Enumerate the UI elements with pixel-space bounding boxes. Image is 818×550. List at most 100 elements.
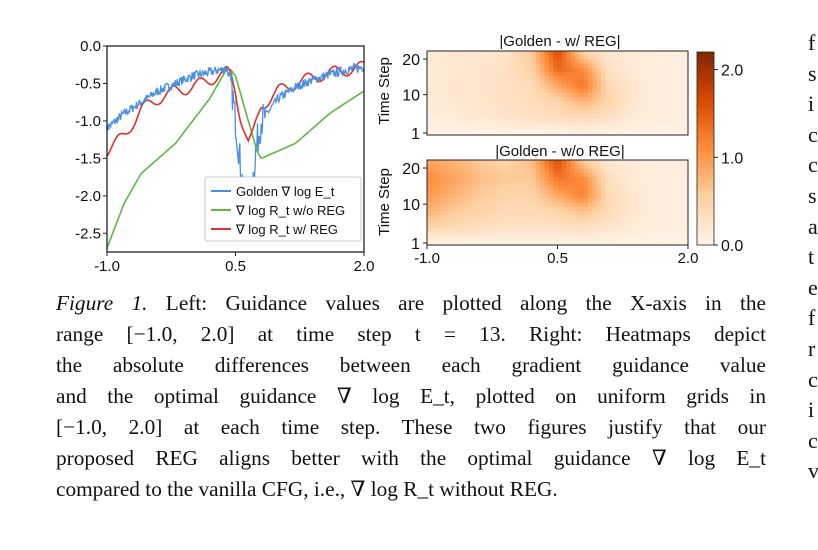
heatmap-cell: [583, 122, 589, 128]
heatmap-cell: [609, 109, 615, 115]
heatmap-cell: [579, 164, 585, 170]
heatmap-cell: [522, 84, 528, 90]
heatmap-cell: [453, 185, 459, 191]
heatmap-cell: [679, 160, 685, 165]
heatmap-cell: [527, 84, 532, 90]
heatmap-cell: [683, 236, 689, 242]
heatmap-cell: [570, 101, 576, 107]
heatmap-cell: [570, 97, 576, 102]
heatmap-cell: [579, 189, 585, 195]
heatmap-cell: [644, 72, 650, 77]
heatmap-cell: [466, 164, 472, 170]
heatmap-cell: [496, 223, 502, 229]
heatmap-cell: [461, 240, 467, 246]
heatmap-cell: [640, 160, 646, 165]
heatmap-cell: [561, 177, 567, 182]
heatmap-cell: [570, 206, 576, 212]
heatmap-cell: [440, 114, 445, 119]
heatmap-cell: [461, 105, 467, 111]
heatmap-cell: [427, 84, 432, 90]
heatmap-cell: [640, 164, 646, 170]
heatmap-cell: [461, 59, 467, 65]
heatmap-cell: [618, 55, 624, 60]
heatmap-cell: [640, 93, 646, 98]
heatmap-cell: [448, 160, 454, 165]
heatmap-cell: [444, 72, 450, 77]
heatmap-cell: [566, 55, 572, 60]
heatmap-cell: [553, 76, 559, 81]
heatmap-cell: [509, 122, 515, 128]
heatmap-cell: [466, 88, 472, 94]
heatmap-cell: [657, 76, 663, 81]
heatmap-cell: [431, 172, 437, 178]
heatmap-cell: [596, 63, 602, 69]
heatmap-cell: [561, 101, 567, 107]
heatmap-cell: [431, 55, 437, 60]
heatmap-cell: [448, 240, 454, 246]
heatmap-cell: [601, 55, 606, 60]
heatmap-cell: [496, 181, 502, 187]
heatmap-cell: [566, 105, 572, 111]
heatmap-cell: [640, 51, 646, 56]
heatmap-cell: [448, 202, 454, 208]
heatmap-cell: [500, 55, 506, 60]
heatmap-cell: [683, 160, 689, 165]
heatmap-cell: [679, 67, 685, 73]
heatmap-cell: [683, 114, 689, 119]
heatmap-cell: [427, 97, 432, 102]
heatmap-cell: [635, 172, 641, 178]
heatmap-cell: [627, 118, 633, 123]
heatmap-cell: [540, 211, 546, 216]
heatmap-cell: [670, 164, 676, 170]
heatmap-cell: [505, 67, 511, 73]
heatmap-cell: [470, 236, 476, 242]
heatmap-cell: [679, 122, 685, 128]
heatmap-cell: [453, 198, 459, 204]
heatmap-cell: [527, 202, 532, 208]
heatmap-cell: [461, 206, 467, 212]
heatmap-cell: [527, 172, 532, 178]
colorbar-tick-label: 0.0: [721, 238, 743, 255]
heatmap-cell: [661, 109, 667, 115]
heatmap-cell: [670, 219, 676, 225]
heatmap-cell: [631, 72, 637, 77]
heatmap-cell: [605, 93, 611, 98]
heatmap-cell: [427, 105, 432, 111]
heatmap-cell: [479, 181, 485, 187]
heatmap-cell: [509, 189, 515, 195]
heatmap-cell: [474, 88, 480, 94]
heatmap-cell: [635, 198, 641, 204]
heatmap-cell: [605, 236, 611, 242]
heatmap-cell: [557, 63, 563, 69]
heatmap-cell: [661, 232, 667, 238]
heatmap-cell: [679, 126, 685, 132]
heatmap-cell: [596, 198, 602, 204]
heatmap-cell: [583, 114, 589, 119]
heatmap-cell: [470, 122, 476, 128]
heatmap-cell: [557, 76, 563, 81]
heatmap-cell: [587, 59, 593, 65]
heatmap-cell: [440, 189, 445, 195]
heatmap-cell: [618, 172, 624, 178]
heatmap-cell: [622, 181, 628, 187]
heatmap-cell: [609, 232, 615, 238]
heatmap-cell: [579, 109, 585, 115]
heatmap-cell: [431, 105, 437, 111]
heatmap-cell: [470, 211, 476, 216]
heatmap-cell: [479, 223, 485, 229]
heatmap-cell: [470, 181, 476, 187]
heatmap-cell: [579, 228, 585, 233]
heatmap-cell: [479, 160, 485, 165]
heatmap-cell: [635, 80, 641, 86]
heatmap-cell: [644, 172, 650, 178]
heatmap-cell: [509, 228, 515, 233]
heatmap-cell: [653, 219, 659, 225]
heatmap-cell: [583, 67, 589, 73]
heatmap-cell: [674, 228, 680, 233]
heatmap-cell: [644, 185, 650, 191]
heatmap-cell: [661, 67, 667, 73]
heatmap-cell: [587, 202, 593, 208]
heatmap-cell: [479, 240, 485, 246]
heatmap-cell: [635, 240, 641, 246]
heatmap-cell: [505, 80, 511, 86]
